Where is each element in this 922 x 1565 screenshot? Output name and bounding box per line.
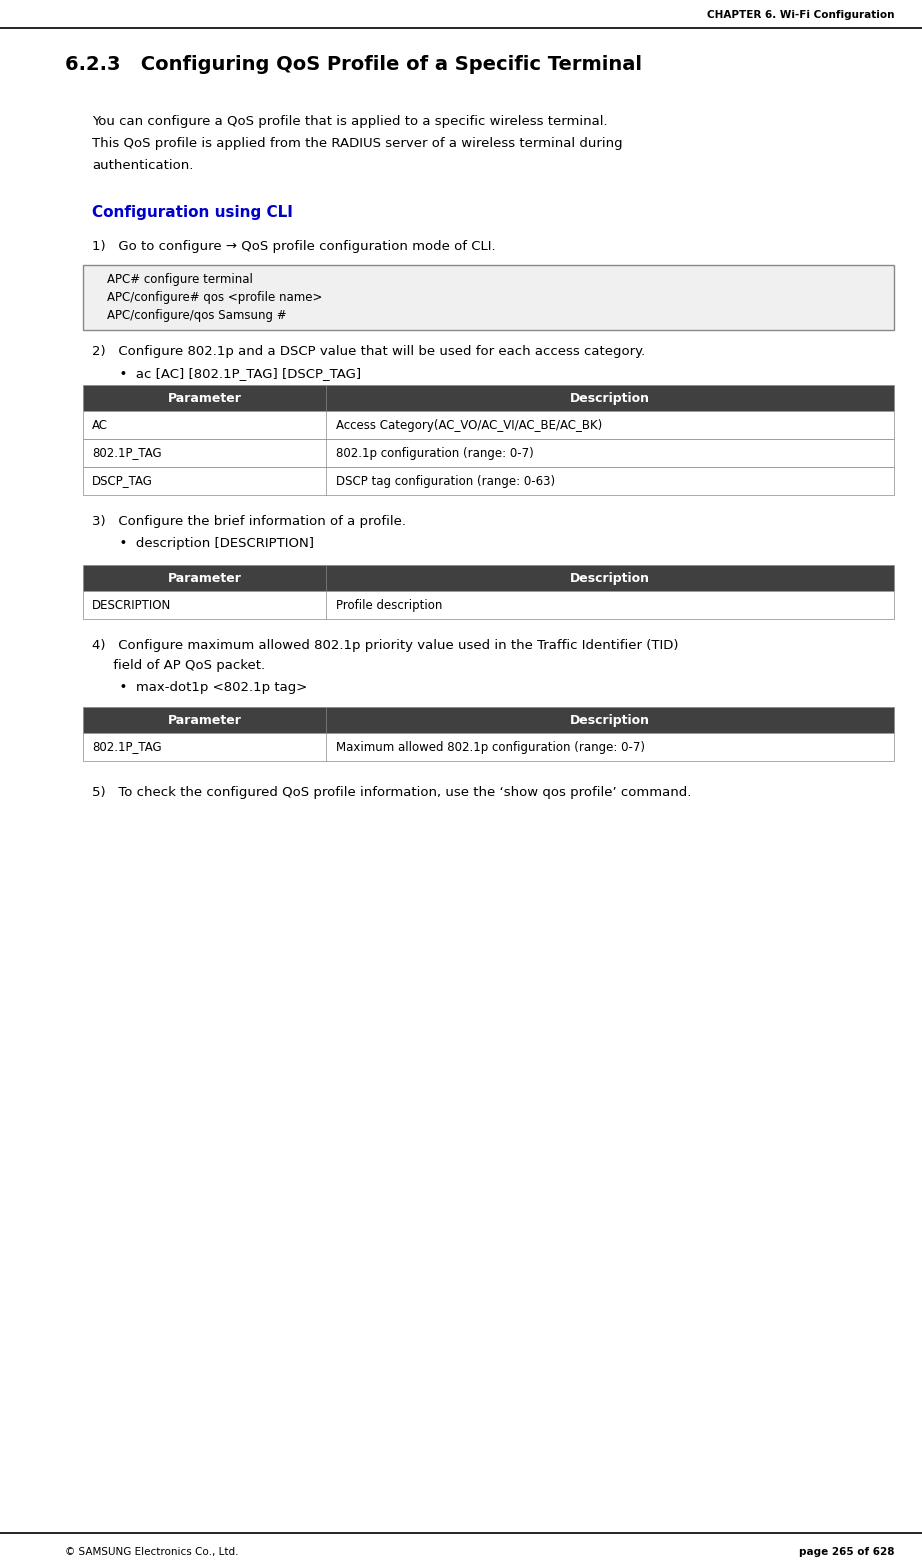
FancyBboxPatch shape xyxy=(83,440,894,466)
Text: Parameter: Parameter xyxy=(168,714,242,726)
Text: field of AP QoS packet.: field of AP QoS packet. xyxy=(92,659,266,671)
FancyBboxPatch shape xyxy=(83,264,894,330)
FancyBboxPatch shape xyxy=(83,385,894,412)
Text: APC/configure# qos <profile name>: APC/configure# qos <profile name> xyxy=(92,291,323,304)
Text: 1)   Go to configure → QoS profile configuration mode of CLI.: 1) Go to configure → QoS profile configu… xyxy=(92,239,496,254)
Text: 5)   To check the configured QoS profile information, use the ‘show qos profile’: 5) To check the configured QoS profile i… xyxy=(92,786,692,800)
Text: APC# configure terminal: APC# configure terminal xyxy=(92,272,253,286)
Text: You can configure a QoS profile that is applied to a specific wireless terminal.: You can configure a QoS profile that is … xyxy=(92,114,608,128)
Text: Description: Description xyxy=(571,391,650,404)
Text: 6.2.3   Configuring QoS Profile of a Specific Terminal: 6.2.3 Configuring QoS Profile of a Speci… xyxy=(65,55,642,74)
Text: Description: Description xyxy=(571,714,650,726)
Text: 2)   Configure 802.1p and a DSCP value that will be used for each access categor: 2) Configure 802.1p and a DSCP value tha… xyxy=(92,344,645,358)
Text: 3)   Configure the brief information of a profile.: 3) Configure the brief information of a … xyxy=(92,515,407,527)
FancyBboxPatch shape xyxy=(83,565,894,592)
Text: DSCP tag configuration (range: 0-63): DSCP tag configuration (range: 0-63) xyxy=(336,474,555,488)
Text: Profile description: Profile description xyxy=(336,598,442,612)
Text: 4)   Configure maximum allowed 802.1p priority value used in the Traffic Identif: 4) Configure maximum allowed 802.1p prio… xyxy=(92,639,679,653)
Text: 802.1p configuration (range: 0-7): 802.1p configuration (range: 0-7) xyxy=(336,446,533,460)
Text: Parameter: Parameter xyxy=(168,391,242,404)
Text: Access Category(AC_VO/AC_VI/AC_BE/AC_BK): Access Category(AC_VO/AC_VI/AC_BE/AC_BK) xyxy=(336,418,602,432)
Text: •  ac [AC] [802.1P_TAG] [DSCP_TAG]: • ac [AC] [802.1P_TAG] [DSCP_TAG] xyxy=(111,368,361,380)
Text: DESCRIPTION: DESCRIPTION xyxy=(92,598,171,612)
FancyBboxPatch shape xyxy=(83,412,894,440)
Text: 802.1P_TAG: 802.1P_TAG xyxy=(92,740,162,753)
Text: page 265 of 628: page 265 of 628 xyxy=(798,1546,894,1557)
Text: DSCP_TAG: DSCP_TAG xyxy=(92,474,153,488)
Text: AC: AC xyxy=(92,418,108,432)
Text: •  max-dot1p <802.1p tag>: • max-dot1p <802.1p tag> xyxy=(111,681,307,693)
Text: •  description [DESCRIPTION]: • description [DESCRIPTION] xyxy=(111,537,313,549)
Text: authentication.: authentication. xyxy=(92,160,194,172)
Text: Maximum allowed 802.1p configuration (range: 0-7): Maximum allowed 802.1p configuration (ra… xyxy=(336,740,644,753)
Text: This QoS profile is applied from the RADIUS server of a wireless terminal during: This QoS profile is applied from the RAD… xyxy=(92,138,623,150)
Text: Parameter: Parameter xyxy=(168,571,242,584)
Text: CHAPTER 6. Wi-Fi Configuration: CHAPTER 6. Wi-Fi Configuration xyxy=(707,9,894,20)
Text: © SAMSUNG Electronics Co., Ltd.: © SAMSUNG Electronics Co., Ltd. xyxy=(65,1546,238,1557)
FancyBboxPatch shape xyxy=(83,466,894,495)
Text: Description: Description xyxy=(571,571,650,584)
Text: Configuration using CLI: Configuration using CLI xyxy=(92,205,293,221)
Text: APC/configure/qos Samsung #: APC/configure/qos Samsung # xyxy=(92,308,287,322)
FancyBboxPatch shape xyxy=(83,707,894,732)
FancyBboxPatch shape xyxy=(83,592,894,620)
Text: 802.1P_TAG: 802.1P_TAG xyxy=(92,446,162,460)
FancyBboxPatch shape xyxy=(83,732,894,761)
